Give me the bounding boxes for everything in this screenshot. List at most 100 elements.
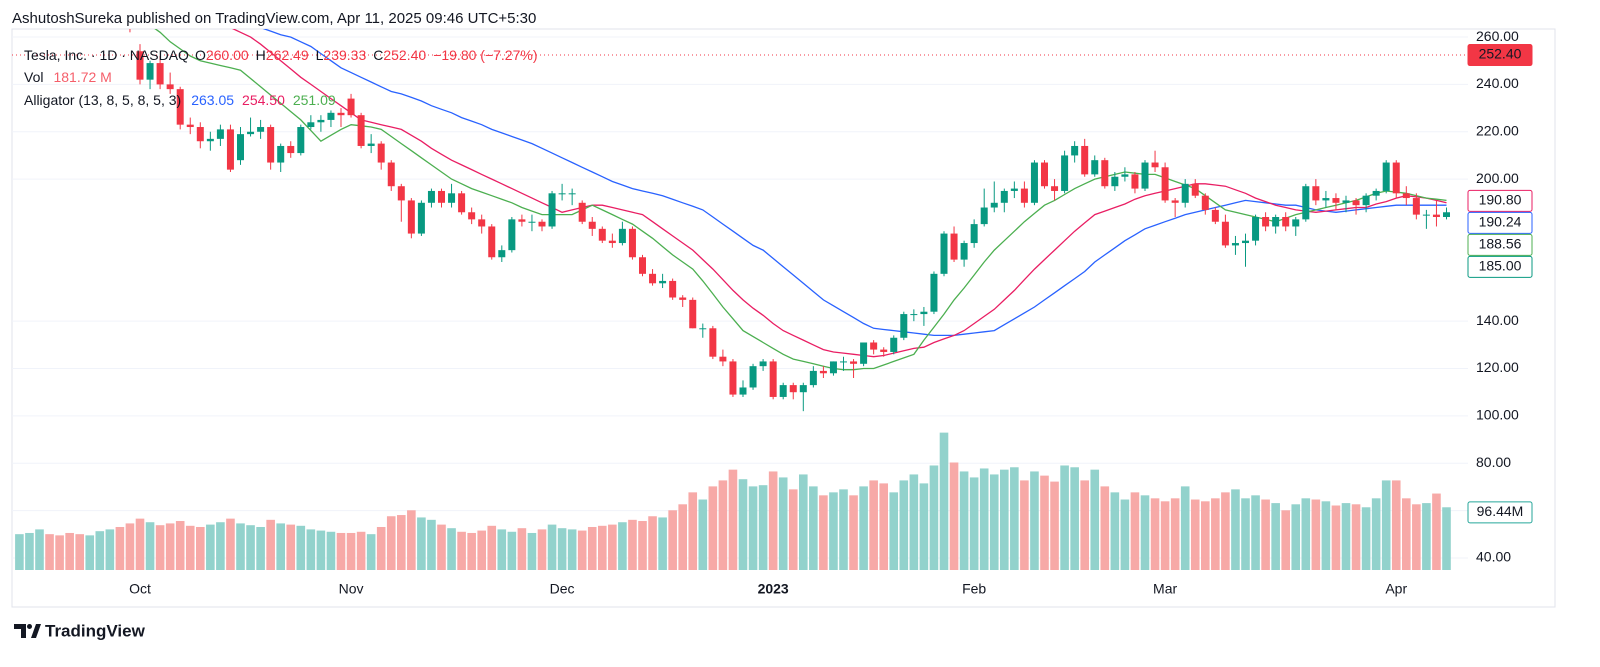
candle-body: [387, 162, 395, 187]
price-label-box: [1467, 211, 1533, 234]
indicator-name: Alligator (13, 8, 5, 8, 5, 3): [24, 92, 181, 108]
candle-body: [1362, 195, 1370, 206]
candle-body: [1231, 243, 1239, 246]
volume-bar: [698, 499, 708, 570]
volume-bar: [869, 480, 878, 570]
plot-area: [12, 29, 1468, 570]
volume-bar: [1291, 504, 1301, 570]
volume-bar: [276, 523, 285, 570]
volume-bar: [206, 524, 215, 570]
candle-body: [1432, 214, 1440, 217]
candle-body: [327, 112, 335, 120]
candle-body: [377, 143, 385, 163]
change: −19.80 (−7.27%): [433, 47, 537, 63]
price-label: 188.56: [1479, 236, 1522, 252]
candle-body: [1352, 200, 1360, 206]
candle-body: [860, 342, 868, 364]
x-tick-label: Oct: [129, 581, 151, 597]
volume-bar: [397, 515, 406, 570]
volume-bar: [196, 526, 205, 570]
symbol: Tesla, Inc. · 1D · NASDAQ: [24, 47, 189, 63]
volume-bar: [35, 529, 44, 570]
volume-bar: [447, 528, 456, 570]
y-tick-label: 260.00: [1476, 28, 1519, 44]
volume-bar: [95, 531, 105, 570]
y-tick-label: 220.00: [1476, 122, 1519, 138]
candle-body: [196, 127, 204, 142]
volume-bar: [65, 532, 74, 570]
candle-body: [739, 387, 747, 395]
candle-body: [257, 127, 265, 132]
volume-bar: [859, 486, 868, 570]
volume-bar: [1201, 501, 1210, 570]
volume-bar: [1060, 465, 1069, 570]
volume-bar: [427, 519, 436, 570]
volume-bar: [15, 534, 24, 570]
candle-body: [508, 219, 516, 251]
candle-body: [920, 311, 928, 315]
candle-body: [1211, 209, 1219, 222]
volume-bar: [829, 492, 838, 570]
candle-body: [1000, 190, 1008, 203]
volume-bar: [1130, 492, 1140, 570]
volume-bar: [1311, 499, 1321, 570]
candle-body: [146, 63, 154, 80]
candle-body: [1161, 167, 1169, 201]
volume-bar: [336, 532, 346, 570]
volume-bar: [376, 526, 386, 570]
candle-body: [206, 138, 214, 142]
candle-body: [237, 134, 244, 161]
volume-bar: [527, 532, 537, 570]
y-tick-label: 200.00: [1476, 170, 1519, 186]
candle-body: [156, 63, 164, 85]
ohlc-prefix: H: [256, 47, 266, 63]
candle-body: [427, 190, 435, 203]
volume-bar: [1100, 486, 1110, 570]
candle-body: [890, 337, 898, 352]
legend-indicator-line: Alligator (13, 8, 5, 8, 5, 3) 263.05 254.5…: [24, 92, 336, 108]
candle-body: [659, 280, 667, 284]
volume-bar: [1371, 498, 1381, 570]
candle-body: [598, 228, 606, 241]
volume-bar: [75, 534, 84, 570]
volume-bar: [1050, 481, 1059, 570]
candle-body: [277, 145, 285, 163]
volume-bar: [648, 516, 657, 570]
y-tick-label: 40.00: [1476, 549, 1511, 565]
volume-bar: [1402, 498, 1411, 570]
candle-body: [1020, 188, 1028, 203]
candle-body: [1101, 160, 1109, 187]
volume-bar: [889, 492, 899, 570]
candle-body: [548, 193, 556, 227]
volume-bar: [1432, 493, 1441, 570]
candle-body: [1010, 188, 1018, 191]
candle-body: [1292, 219, 1300, 227]
volume-bar: [688, 492, 698, 570]
volume-bar: [969, 477, 979, 570]
price-label-box: [1467, 233, 1533, 256]
volume-bar: [346, 532, 356, 570]
candle-body: [618, 228, 626, 244]
candle-body: [1141, 162, 1149, 189]
indicator-value: 263.05: [191, 92, 234, 108]
indicator-value: 254.50: [242, 92, 285, 108]
volume-bar: [1351, 504, 1361, 570]
candle-body: [568, 193, 576, 195]
legend-symbol-line: Tesla, Inc. · 1D · NASDAQ O260.00 H262.49 L…: [24, 47, 537, 63]
candle-body: [628, 228, 636, 258]
candle-body: [1041, 162, 1048, 187]
ohlc-value: 252.40: [383, 47, 426, 63]
price-label-box: [1467, 44, 1533, 67]
candle-body: [900, 314, 908, 338]
volume-bar: [1160, 501, 1170, 570]
volume-bar: [899, 480, 909, 570]
candle-body: [809, 370, 817, 386]
volume-name: Vol: [24, 69, 43, 85]
candle-body: [458, 193, 466, 213]
logo-shape: [31, 624, 41, 638]
candle-body: [649, 273, 657, 284]
volume-bar: [929, 465, 939, 570]
volume-bar: [175, 521, 185, 570]
volume-bar: [1080, 480, 1089, 570]
candle-body: [1302, 186, 1310, 220]
